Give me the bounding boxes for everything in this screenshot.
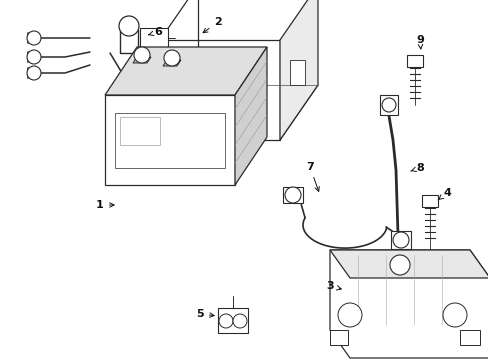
Circle shape bbox=[285, 187, 301, 203]
Circle shape bbox=[442, 303, 466, 327]
Text: 7: 7 bbox=[305, 162, 319, 192]
Text: 2: 2 bbox=[203, 17, 222, 33]
Circle shape bbox=[219, 314, 232, 328]
Circle shape bbox=[163, 50, 180, 66]
Polygon shape bbox=[421, 195, 437, 207]
Polygon shape bbox=[235, 47, 266, 185]
Polygon shape bbox=[379, 95, 397, 115]
Bar bbox=[289, 60, 305, 85]
Text: 9: 9 bbox=[415, 35, 423, 49]
Polygon shape bbox=[160, 85, 317, 140]
Polygon shape bbox=[105, 47, 266, 95]
Polygon shape bbox=[459, 330, 479, 345]
Bar bbox=[140, 28, 168, 48]
Circle shape bbox=[389, 255, 409, 275]
Circle shape bbox=[337, 303, 361, 327]
Polygon shape bbox=[163, 60, 181, 66]
Circle shape bbox=[392, 232, 408, 248]
Polygon shape bbox=[105, 95, 235, 185]
Text: 6: 6 bbox=[148, 27, 162, 37]
Polygon shape bbox=[379, 250, 419, 280]
Polygon shape bbox=[133, 57, 151, 63]
Polygon shape bbox=[283, 187, 303, 203]
Bar bbox=[172, 75, 194, 97]
Text: 4: 4 bbox=[437, 188, 450, 200]
Polygon shape bbox=[329, 250, 488, 278]
Circle shape bbox=[27, 50, 41, 64]
Bar bbox=[120, 117, 160, 145]
Text: 1: 1 bbox=[96, 200, 114, 210]
Circle shape bbox=[27, 66, 41, 80]
Text: 5: 5 bbox=[196, 309, 214, 319]
Text: 3: 3 bbox=[325, 281, 341, 291]
Polygon shape bbox=[160, 40, 280, 140]
Polygon shape bbox=[390, 231, 410, 249]
Circle shape bbox=[134, 47, 150, 63]
Polygon shape bbox=[406, 55, 422, 67]
Bar bbox=[115, 113, 224, 168]
Polygon shape bbox=[218, 308, 247, 333]
Text: 8: 8 bbox=[410, 163, 423, 173]
Circle shape bbox=[232, 314, 246, 328]
Circle shape bbox=[27, 31, 41, 45]
Polygon shape bbox=[329, 250, 488, 358]
Polygon shape bbox=[329, 330, 347, 345]
Polygon shape bbox=[280, 0, 317, 140]
Circle shape bbox=[381, 98, 395, 112]
Circle shape bbox=[119, 16, 139, 36]
